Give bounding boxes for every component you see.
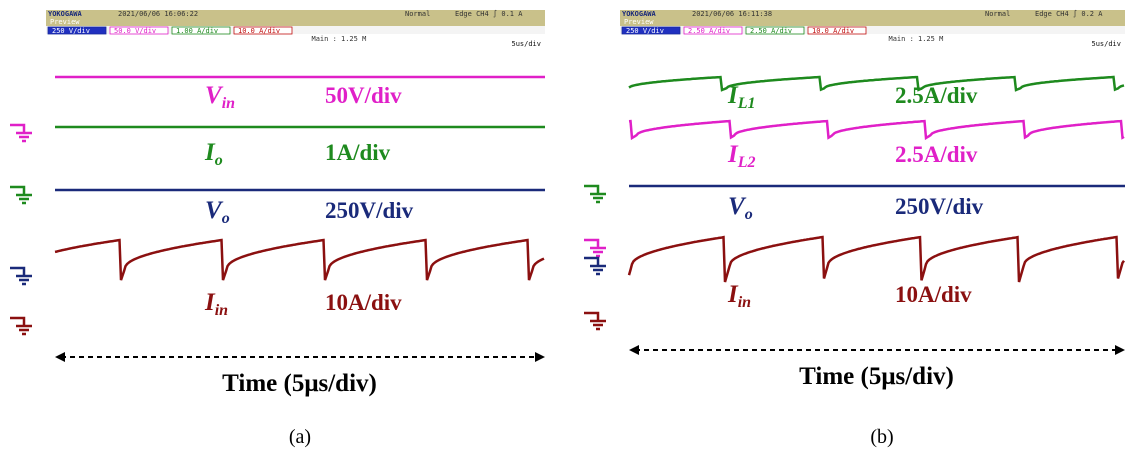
ground-symbol [584,258,606,274]
trace-subscript: L1 [737,95,756,112]
scope-brand: YOKOGAWA [622,10,657,18]
trace-label: IL2 [727,141,756,171]
channel-scale: 250 V/div [52,27,90,35]
channel-scale: 10.0 A/div [812,27,854,35]
trace-scale: 10A/div [325,290,402,315]
trace-label: Vo [728,193,753,223]
waveform [629,77,1124,90]
ground-symbol [10,187,32,203]
scope-trigger: Edge CH4 ∫ 0.1 A [455,9,523,18]
waveform [629,237,1124,282]
trace-scale: 50V/div [325,83,402,108]
channel-scale: 2.50 A/div [750,27,792,35]
figure: YOKOGAWAPreview2021/06/06 16:06:22Normal… [0,0,1125,449]
waveform [55,240,544,280]
trace-scale: 2.5A/div [895,83,978,108]
channel-scale: 2.50 A/div [688,27,730,35]
channel-scale: 250 V/div [626,27,664,35]
channel-scale: 50.0 V/div [114,27,156,35]
waveform [629,121,1124,138]
trace-scale: 10A/div [895,282,972,307]
scope-brand: YOKOGAWA [48,10,83,18]
axis-label: Time (5μs/div) [222,370,377,397]
trace-label: Iin [204,289,228,319]
scope-zoom: Main : 1.25 M [889,35,944,43]
scope-datetime: 2021/06/06 16:06:22 [118,10,198,18]
ground-symbol [10,268,32,284]
axis-label: Time (5μs/div) [799,363,954,390]
trace-subscript: L2 [737,154,756,171]
trace-scale: 250V/div [325,198,414,223]
trace-subscript: o [222,210,230,227]
scope-timebase: 5us/div [1091,40,1121,48]
scope-zoom: Main : 1.25 M [312,35,367,43]
ground-symbol [10,125,32,141]
caption: (b) [870,426,893,448]
ground-symbol [584,240,606,256]
trace-scale: 2.5A/div [895,142,978,167]
scope-timebase: 5us/div [511,40,541,48]
trace-label: Vin [205,82,235,112]
trace-label: Iin [727,281,751,311]
trace-subscript: in [738,294,751,311]
caption: (a) [289,426,311,448]
trace-subscript: in [215,302,228,319]
scope-datetime: 2021/06/06 16:11:38 [692,10,772,18]
scope-preview: Preview [50,18,80,26]
trace-scale: 1A/div [325,140,391,165]
trace-subscript: in [222,95,235,112]
channel-scale: 10.0 A/div [238,27,280,35]
trace-label: Vo [205,197,230,227]
trace-subscript: o [215,152,223,169]
channel-scale: 1.00 A/div [176,27,218,35]
scope-preview: Preview [624,18,654,26]
ground-symbol [10,318,32,334]
trace-label: Io [204,139,223,169]
ground-symbol [584,186,606,202]
trace-scale: 250V/div [895,194,984,219]
trace-label: IL1 [727,82,756,112]
ground-symbol [584,313,606,329]
scope-trigger: Edge CH4 ∫ 0.2 A [1035,9,1103,18]
scope-mode: Normal [985,10,1010,18]
scope-mode: Normal [405,10,430,18]
trace-subscript: o [745,206,753,223]
